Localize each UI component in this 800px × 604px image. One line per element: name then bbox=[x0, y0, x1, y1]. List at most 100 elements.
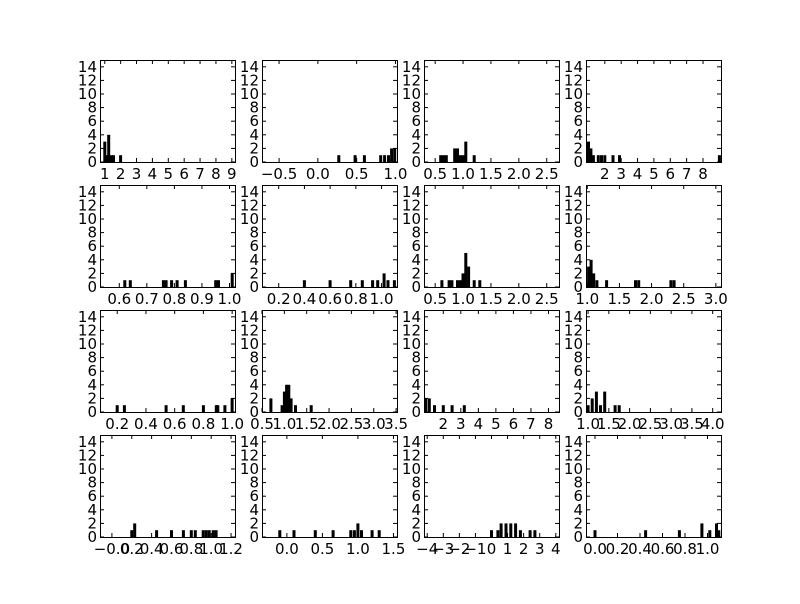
y-tick-label: 12 bbox=[402, 196, 421, 214]
histogram-bar bbox=[112, 155, 115, 162]
axes-frame bbox=[262, 60, 398, 163]
histogram-bar bbox=[596, 155, 600, 162]
y-tick-label: 6 bbox=[249, 112, 259, 130]
x-tick-label: 0.8 bbox=[344, 290, 368, 308]
x-tick-label: 1.0 bbox=[218, 290, 242, 308]
y-tick-label: 8 bbox=[87, 99, 97, 117]
x-tick-label: 3 bbox=[132, 165, 142, 183]
y-tick-label: 2 bbox=[411, 389, 421, 407]
histogram-bar bbox=[287, 384, 291, 412]
histogram-bar bbox=[456, 148, 459, 162]
x-tick-label: 0.8 bbox=[191, 415, 215, 433]
axes-frame bbox=[262, 185, 398, 288]
histogram-bar bbox=[461, 273, 465, 287]
histogram-bar bbox=[587, 266, 591, 287]
histogram-bar bbox=[533, 530, 537, 537]
y-tick-label: 14 bbox=[564, 308, 583, 326]
y-tick-label: 6 bbox=[87, 237, 97, 255]
y-tick-label: 0 bbox=[249, 403, 259, 421]
x-tick-label: 1.5 bbox=[479, 165, 503, 183]
x-tick-label: 1.0 bbox=[451, 165, 475, 183]
y-tick-label: 8 bbox=[411, 99, 421, 117]
y-tick-label: 0 bbox=[249, 528, 259, 546]
histogram-bar bbox=[278, 530, 282, 537]
histogram-bar bbox=[214, 530, 218, 537]
histogram-bar bbox=[204, 530, 208, 537]
y-tick-label: 6 bbox=[249, 237, 259, 255]
y-tick-label: 0 bbox=[411, 403, 421, 421]
y-tick-label: 14 bbox=[240, 58, 259, 76]
histogram-bar bbox=[164, 280, 168, 287]
histogram-bar bbox=[382, 273, 386, 287]
histogram-bar bbox=[509, 523, 513, 537]
histogram-bar bbox=[223, 405, 227, 412]
y-tick-label: 6 bbox=[411, 237, 421, 255]
y-tick-label: 14 bbox=[78, 183, 97, 201]
y-tick-label: 14 bbox=[402, 58, 421, 76]
y-tick-label: 14 bbox=[564, 58, 583, 76]
histogram-bar bbox=[386, 280, 390, 287]
histogram-bar bbox=[427, 398, 431, 412]
y-tick-label: 14 bbox=[240, 308, 259, 326]
axes-frame bbox=[424, 185, 560, 288]
x-tick-label: 4 bbox=[633, 165, 643, 183]
histogram-bar bbox=[294, 405, 297, 412]
histogram-bar bbox=[717, 530, 721, 537]
histogram-bar bbox=[462, 405, 466, 412]
x-tick-label: 0.5 bbox=[423, 165, 447, 183]
y-tick-label: 8 bbox=[573, 224, 583, 242]
x-tick-label: 4 bbox=[474, 415, 484, 433]
histogram-bar bbox=[379, 155, 383, 162]
x-tick-label: 1 bbox=[100, 165, 110, 183]
histogram-bar bbox=[442, 155, 445, 162]
histogram-bar bbox=[282, 391, 286, 412]
x-tick-label: 0.5 bbox=[250, 415, 274, 433]
x-tick-label: 1.0 bbox=[384, 165, 408, 183]
x-tick-label: 0.6 bbox=[651, 540, 675, 558]
x-tick-label: 0.9 bbox=[190, 290, 214, 308]
y-tick-label: 0 bbox=[87, 153, 97, 171]
x-tick-label: 4 bbox=[148, 165, 158, 183]
histogram-bar bbox=[717, 155, 721, 162]
histogram-bar bbox=[313, 530, 317, 537]
histogram-bar bbox=[496, 530, 500, 537]
x-tick-label: 2.0 bbox=[618, 415, 642, 433]
x-tick-label: 6 bbox=[509, 415, 519, 433]
x-tick-label: 3.0 bbox=[362, 415, 386, 433]
histogram-bar bbox=[331, 530, 335, 537]
histogram-bar bbox=[595, 280, 599, 287]
x-tick-label: 0.4 bbox=[140, 540, 164, 558]
histogram-bar bbox=[155, 530, 159, 537]
x-tick-label: 3.0 bbox=[704, 290, 728, 308]
x-tick-label: 1.0 bbox=[576, 415, 600, 433]
y-tick-label: 2 bbox=[573, 514, 583, 532]
y-tick-label: 8 bbox=[87, 349, 97, 367]
y-tick-label: 14 bbox=[402, 433, 421, 451]
y-tick-label: 10 bbox=[564, 210, 583, 228]
y-tick-label: 4 bbox=[573, 126, 583, 144]
histogram-bar bbox=[617, 405, 621, 412]
histogram-bar bbox=[362, 155, 366, 162]
x-tick-label: −1 bbox=[464, 540, 486, 558]
x-tick-label: 1.0 bbox=[346, 540, 370, 558]
x-tick-label: −4 bbox=[416, 540, 438, 558]
x-tick-label: 1.5 bbox=[479, 290, 503, 308]
y-tick-label: 10 bbox=[78, 335, 97, 353]
x-tick-label: 4 bbox=[551, 540, 561, 558]
histogram-bar bbox=[499, 523, 503, 537]
x-tick-label: 0.0 bbox=[583, 540, 607, 558]
x-tick-label: 0.0 bbox=[275, 540, 299, 558]
histogram-bar bbox=[309, 405, 313, 412]
x-tick-label: 2.0 bbox=[507, 165, 531, 183]
y-tick-label: 8 bbox=[249, 99, 259, 117]
histogram-bar bbox=[337, 155, 341, 162]
histogram-bar bbox=[216, 405, 220, 412]
y-tick-label: 2 bbox=[573, 389, 583, 407]
histogram-bar bbox=[285, 384, 289, 412]
y-tick-label: 10 bbox=[564, 335, 583, 353]
y-tick-label: 0 bbox=[573, 528, 583, 546]
